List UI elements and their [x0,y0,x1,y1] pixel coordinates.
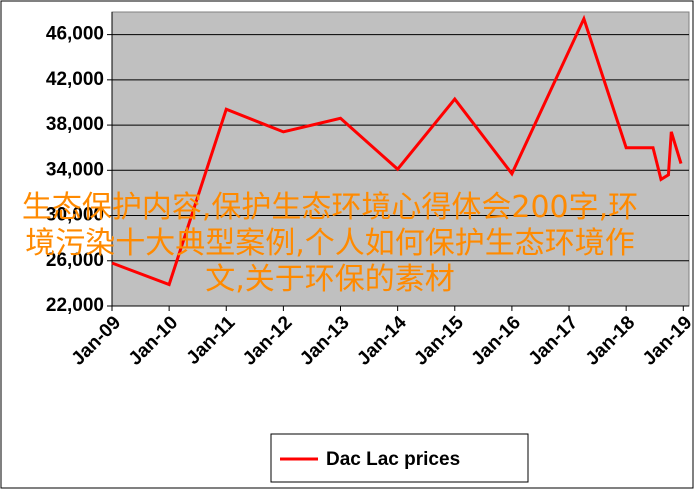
y-tick-label: 34,000 [46,159,104,180]
x-tick-label: Jan-15 [410,312,468,370]
y-tick-label: 46,000 [46,24,104,45]
y-tick-label: 22,000 [46,295,104,316]
x-tick-label: Jan-19 [639,312,694,369]
y-tick-label: 42,000 [46,69,104,90]
plot-area [111,11,690,307]
y-tick-label: 30,000 [46,205,104,226]
x-tick-label: Jan-13 [296,312,353,369]
data-line [111,14,683,287]
y-tick-label: 26,000 [46,250,104,271]
x-tick-label: Jan-18 [582,312,639,369]
x-tick-label: Jan-16 [468,312,525,369]
legend-label: Dac Lac prices [326,449,460,470]
x-tick-label: Jan-11 [183,312,240,369]
x-tick-label: Jan-12 [239,312,296,369]
y-tick-label: 38,000 [46,114,104,135]
annotation: 生态保护内容,保护生态环境心得体会200字,环境污染十大典型案例,个人如何保护生… [21,190,639,297]
x-tick-label: Jan-17 [525,312,582,369]
x-tick-label: Jan-14 [353,312,411,370]
x-tick-label: Jan-09 [68,312,125,369]
x-tick-label: Jan-10 [125,312,182,369]
